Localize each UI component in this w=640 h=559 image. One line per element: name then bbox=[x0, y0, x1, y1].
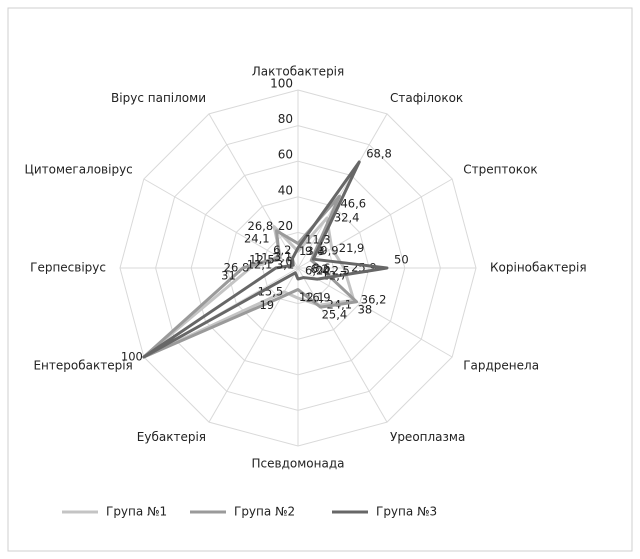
category-label: Уреоплазма bbox=[390, 430, 465, 444]
value-label: 12,5 bbox=[249, 253, 275, 267]
value-label: 12,1 bbox=[299, 290, 325, 304]
value-label: 24,1 bbox=[244, 231, 270, 245]
value-label: 6,2 bbox=[311, 262, 329, 276]
category-label: Лактобактерія bbox=[252, 65, 345, 79]
value-label: 46,6 bbox=[340, 197, 366, 211]
r-tick-label: 40 bbox=[278, 183, 293, 197]
value-label: 36,2 bbox=[361, 293, 387, 307]
value-label: 100 bbox=[121, 350, 143, 364]
value-label: 6,2 bbox=[305, 264, 323, 278]
value-label: 12,5 bbox=[324, 264, 350, 278]
category-label: Псевдомонада bbox=[252, 457, 345, 471]
r-tick-label: 20 bbox=[278, 219, 293, 233]
value-label: 68,8 bbox=[366, 146, 392, 160]
value-label: 8,6 bbox=[312, 261, 330, 275]
value-label: 32,4 bbox=[334, 211, 360, 225]
value-label: 11,3 bbox=[254, 250, 280, 264]
r-tick-label: 60 bbox=[278, 148, 293, 162]
value-label: 25,4 bbox=[322, 308, 348, 322]
category-label: Корінобактерія bbox=[490, 261, 587, 275]
r-tick-label: 0 bbox=[285, 255, 293, 269]
category-label: Стрептокок bbox=[463, 163, 537, 177]
spoke bbox=[297, 267, 453, 358]
category-label: Вірус папіломи bbox=[111, 91, 206, 105]
spoke bbox=[297, 178, 453, 269]
value-label: 38 bbox=[358, 302, 373, 316]
spoke bbox=[297, 267, 388, 423]
value-label: 11,3 bbox=[305, 232, 331, 246]
value-label: 26,8 bbox=[248, 219, 274, 233]
value-label: 15,5 bbox=[258, 284, 284, 298]
legend-label: Група №1 bbox=[106, 505, 167, 519]
spoke bbox=[297, 113, 388, 269]
value-label: 50 bbox=[394, 253, 409, 267]
value-label: 21,9 bbox=[339, 241, 365, 255]
value-label: 3,1 bbox=[274, 250, 292, 264]
r-tick-label: 80 bbox=[278, 112, 293, 126]
series-line bbox=[142, 160, 389, 359]
category-label: Ентеробактерія bbox=[33, 359, 132, 373]
value-label: 6,2 bbox=[273, 243, 291, 257]
spoke bbox=[143, 178, 299, 269]
value-label: 19 bbox=[259, 298, 274, 312]
category-label: Цитомегаловірус bbox=[25, 163, 133, 177]
value-label: 26,8 bbox=[224, 261, 250, 275]
value-label: 31 bbox=[221, 269, 236, 283]
value-label: 3,1 bbox=[276, 257, 294, 271]
category-label: Еубактерія bbox=[137, 430, 206, 444]
value-label: 12,1 bbox=[247, 258, 273, 272]
r-tick-label: 100 bbox=[270, 77, 293, 91]
category-label: Стафілокок bbox=[390, 91, 463, 105]
spoke bbox=[208, 113, 299, 269]
value-label: 9,9 bbox=[320, 244, 338, 258]
series-line bbox=[142, 194, 359, 359]
category-label: Герпесвірус bbox=[30, 261, 106, 275]
legend-label: Група №3 bbox=[376, 505, 437, 519]
category-label: Гардренела bbox=[463, 359, 539, 373]
legend-label: Група №2 bbox=[234, 505, 295, 519]
